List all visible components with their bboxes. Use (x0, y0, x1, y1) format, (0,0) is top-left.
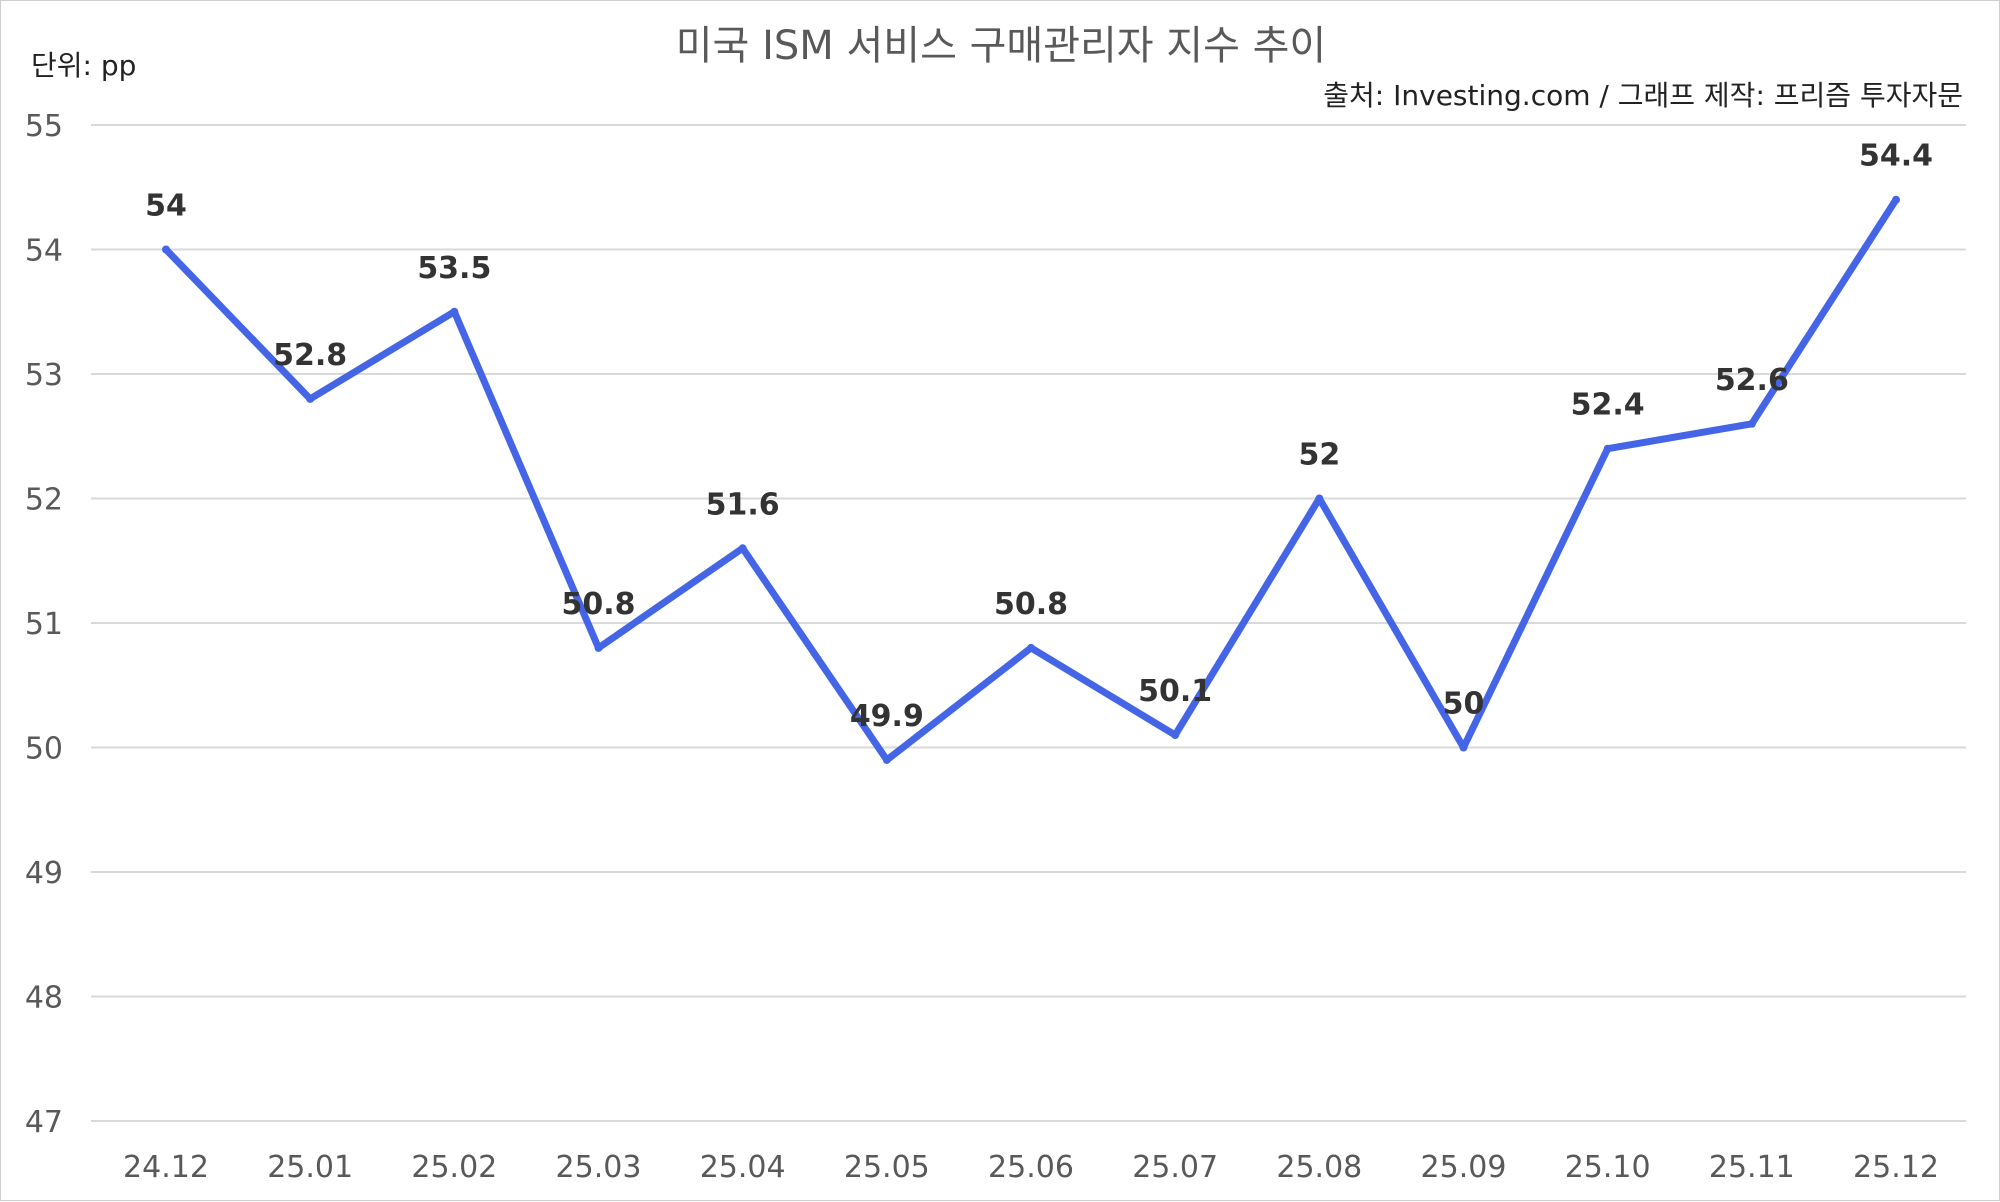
data-point (1315, 494, 1324, 503)
data-label: 52.6 (1715, 363, 1789, 398)
x-axis-ticks: 24.12 25.01 25.02 25.03 25.04 25.05 25.06 25.07… (123, 1150, 1939, 1185)
y-axis-ticks: 47 48 49 50 51 52 53 54 55 (25, 109, 63, 1140)
data-point (306, 394, 315, 403)
x-tick-label: 25.03 (556, 1150, 642, 1185)
y-tick-label: 50 (25, 732, 63, 767)
data-label: 52 (1298, 438, 1340, 473)
data-point (1171, 731, 1180, 740)
x-tick-label: 25.04 (700, 1150, 786, 1185)
data-point (1459, 743, 1468, 752)
data-label: 52.4 (1571, 388, 1645, 423)
gridlines (91, 124, 1966, 1122)
y-tick-label: 48 (25, 981, 63, 1016)
y-tick-label: 55 (25, 109, 63, 144)
data-label: 53.5 (417, 251, 491, 286)
x-tick-label: 25.11 (1709, 1150, 1795, 1185)
x-tick-label: 25.09 (1421, 1150, 1507, 1185)
y-tick-label: 49 (25, 856, 63, 891)
x-tick-label: 25.02 (411, 1150, 497, 1185)
data-label: 52.8 (273, 338, 347, 373)
data-point (450, 307, 459, 316)
x-tick-label: 25.07 (1132, 1150, 1218, 1185)
data-point (1747, 419, 1756, 428)
x-tick-label: 25.06 (988, 1150, 1074, 1185)
data-point (594, 643, 603, 652)
data-label: 54.4 (1859, 139, 1933, 174)
x-tick-label: 25.08 (1276, 1150, 1362, 1185)
y-tick-label: 51 (25, 607, 63, 642)
data-point (882, 755, 891, 764)
data-label: 50.1 (1138, 674, 1212, 709)
y-tick-label: 54 (25, 234, 63, 269)
source-note: 출처: Investing.com / 그래프 제작: 프리즘 투자자문 (1323, 79, 1963, 112)
unit-label: 단위: pp (31, 49, 136, 82)
x-tick-label: 24.12 (123, 1150, 209, 1185)
series (162, 195, 1900, 764)
data-label: 50.8 (994, 587, 1068, 622)
data-label: 49.9 (850, 699, 924, 734)
data-point (1892, 195, 1900, 204)
data-label: 50 (1443, 687, 1485, 722)
data-labels: 54 52.8 53.5 50.8 51.6 49.9 50.8 50.1 52 50 52.4 52… (145, 139, 1933, 734)
data-label: 54 (145, 189, 187, 224)
y-tick-label: 47 (25, 1105, 63, 1140)
data-point (1603, 444, 1612, 453)
x-tick-label: 25.01 (267, 1150, 353, 1185)
data-point (162, 245, 170, 254)
x-tick-label: 25.10 (1565, 1150, 1651, 1185)
data-point (738, 544, 747, 553)
data-label: 50.8 (561, 587, 635, 622)
data-point (1027, 643, 1035, 652)
x-tick-label: 25.12 (1853, 1150, 1939, 1185)
y-tick-label: 53 (25, 358, 63, 393)
data-label: 51.6 (706, 487, 780, 522)
x-tick-label: 25.05 (844, 1150, 930, 1185)
y-tick-label: 52 (25, 483, 63, 518)
chart-title: 미국 ISM 서비스 구매관리자 지수 추이 (676, 23, 1326, 69)
